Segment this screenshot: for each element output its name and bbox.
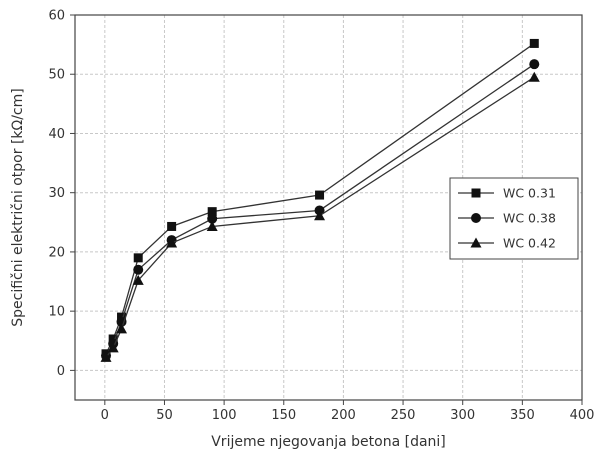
y-tick-label: 30: [48, 186, 65, 201]
series-line: [105, 76, 535, 358]
series-group: [100, 38, 540, 362]
data-point: [529, 38, 539, 48]
plot-frame: [74, 14, 583, 401]
legend: WC 0.31 WC 0.38 WC 0.42: [449, 177, 579, 260]
x-tick-label: 250: [391, 408, 416, 423]
data-point: [315, 190, 325, 200]
legend-marker: [470, 237, 482, 248]
legend-item: WC 0.42: [458, 236, 556, 251]
series-3: [100, 71, 540, 362]
legend-item: WC 0.38: [458, 211, 556, 226]
data-point: [133, 253, 143, 263]
y-tick-label: 0: [57, 364, 65, 379]
data-point: [314, 210, 326, 221]
x-ticks: 0 50 100 150 200 250 300 350 400: [101, 400, 595, 423]
data-point: [207, 207, 217, 217]
legend-label: WC 0.42: [503, 236, 556, 251]
x-tick-label: 300: [450, 408, 475, 423]
x-axis-label: Vrijeme njegovanja betona [dani]: [211, 434, 446, 450]
x-tick-label: 50: [156, 408, 173, 423]
legend-marker: [471, 213, 481, 223]
x-tick-label: 350: [510, 408, 535, 423]
data-point: [107, 342, 119, 353]
legend-label: WC 0.31: [503, 186, 556, 201]
legend-item: WC 0.31: [458, 186, 556, 201]
x-tick-label: 0: [101, 408, 109, 423]
x-tick-label: 150: [271, 408, 296, 423]
data-point: [100, 351, 112, 362]
x-tick-label: 200: [331, 408, 356, 423]
y-tick-label: 40: [48, 127, 65, 142]
data-point: [116, 316, 127, 327]
data-point: [167, 221, 177, 231]
x-tick-label: 100: [212, 408, 237, 423]
data-point: [207, 213, 218, 224]
data-point: [133, 264, 144, 275]
legend-label: WC 0.38: [503, 211, 556, 226]
x-tick-label: 400: [570, 408, 595, 423]
data-point: [529, 59, 540, 70]
y-ticks: 0 10 20 30 40 50 60: [48, 9, 75, 379]
data-point: [528, 71, 540, 82]
data-point: [206, 220, 218, 231]
y-tick-label: 20: [48, 245, 65, 260]
y-axis-label: Specifični električni otpor [kΩ/cm]: [10, 88, 26, 326]
data-point: [116, 323, 128, 334]
legend-marker: [471, 188, 481, 198]
y-tick-label: 60: [48, 9, 65, 24]
data-point: [132, 274, 144, 285]
y-tick-label: 50: [48, 68, 65, 83]
y-tick-label: 10: [48, 305, 65, 320]
data-point: [166, 237, 178, 248]
